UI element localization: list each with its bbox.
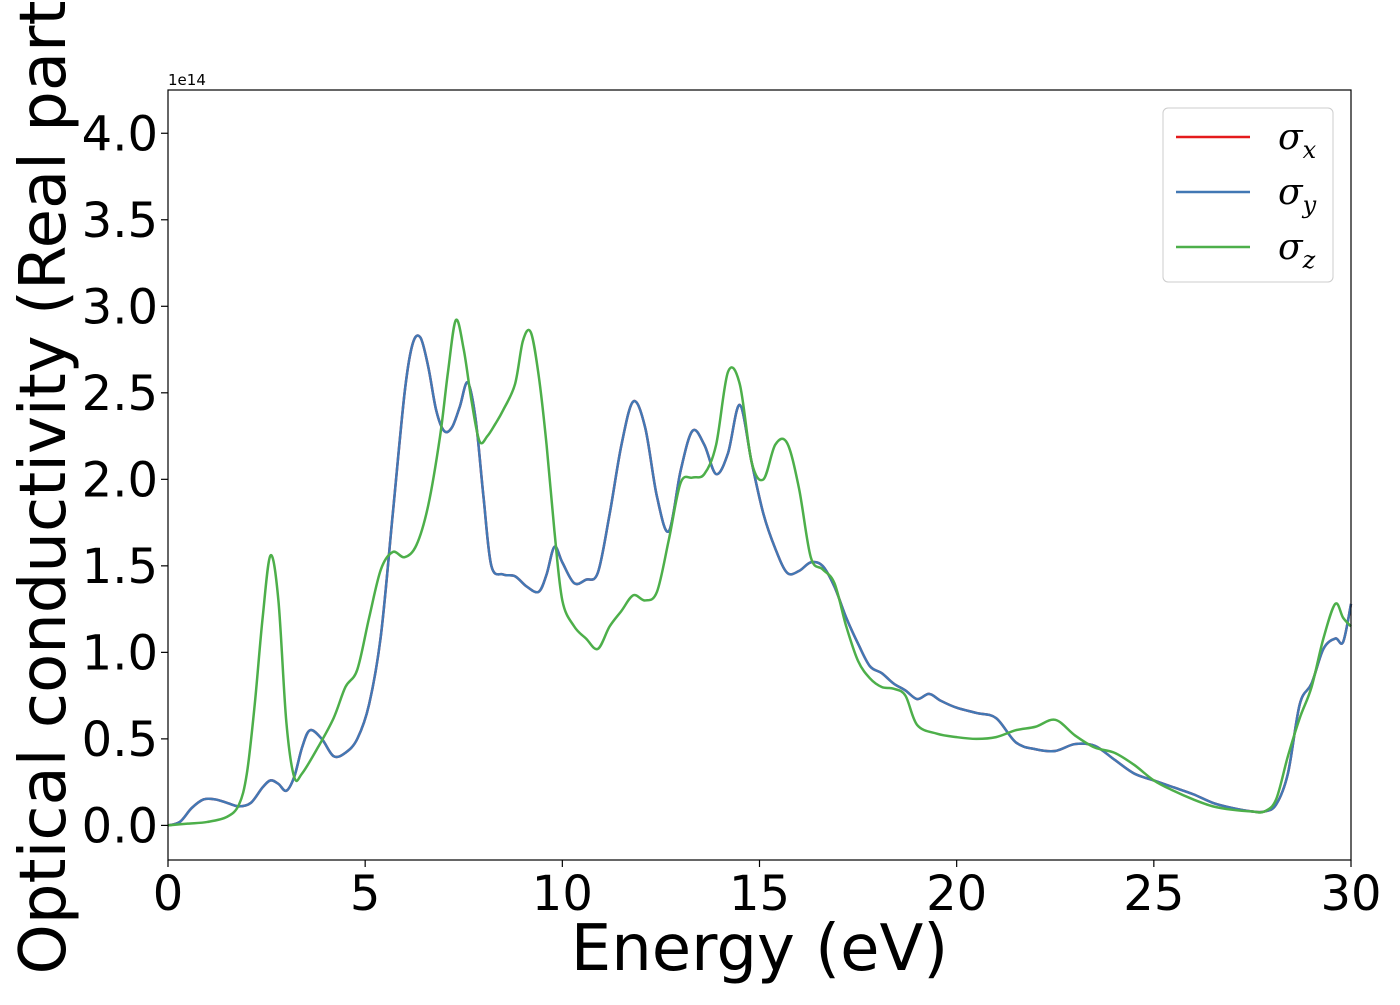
y-tick-label: 2.5 <box>82 366 158 422</box>
x-tick-label: 30 <box>1320 866 1381 922</box>
y-tick-label: 2.0 <box>82 452 158 508</box>
y-tick-label: 3.0 <box>82 279 158 335</box>
x-tick-label: 5 <box>350 866 381 922</box>
x-tick-label: 15 <box>729 866 790 922</box>
x-tick-label: 25 <box>1123 866 1184 922</box>
y-tick-label: 3.5 <box>82 193 158 249</box>
x-axis-label: Energy (eV) <box>571 912 949 986</box>
series-line-sigma-y <box>167 334 1353 827</box>
x-axis-ticks: 0 5 10 15 20 25 30 <box>153 860 1382 922</box>
x-tick-label: 10 <box>532 866 593 922</box>
legend-box <box>1162 107 1334 283</box>
y-tick-label: 4.0 <box>82 106 158 162</box>
x-tick-label: 0 <box>153 866 184 922</box>
y-axis-label: Optical conductivity (Real part) <box>7 0 81 975</box>
y-axis-ticks: 0.0 0.5 1.0 1.5 2.0 2.5 3.0 3.5 4.0 <box>82 106 168 854</box>
series-line-sigma-z <box>167 318 1352 827</box>
y-tick-label: 1.5 <box>82 539 158 595</box>
y-axis-offset-label: 1e14 <box>168 71 206 89</box>
y-tick-label: 1.0 <box>82 625 158 681</box>
x-tick-label: 20 <box>926 866 987 922</box>
series-layer <box>167 318 1353 827</box>
y-tick-label: 0.0 <box>82 798 158 854</box>
y-tick-label: 0.5 <box>82 712 158 768</box>
